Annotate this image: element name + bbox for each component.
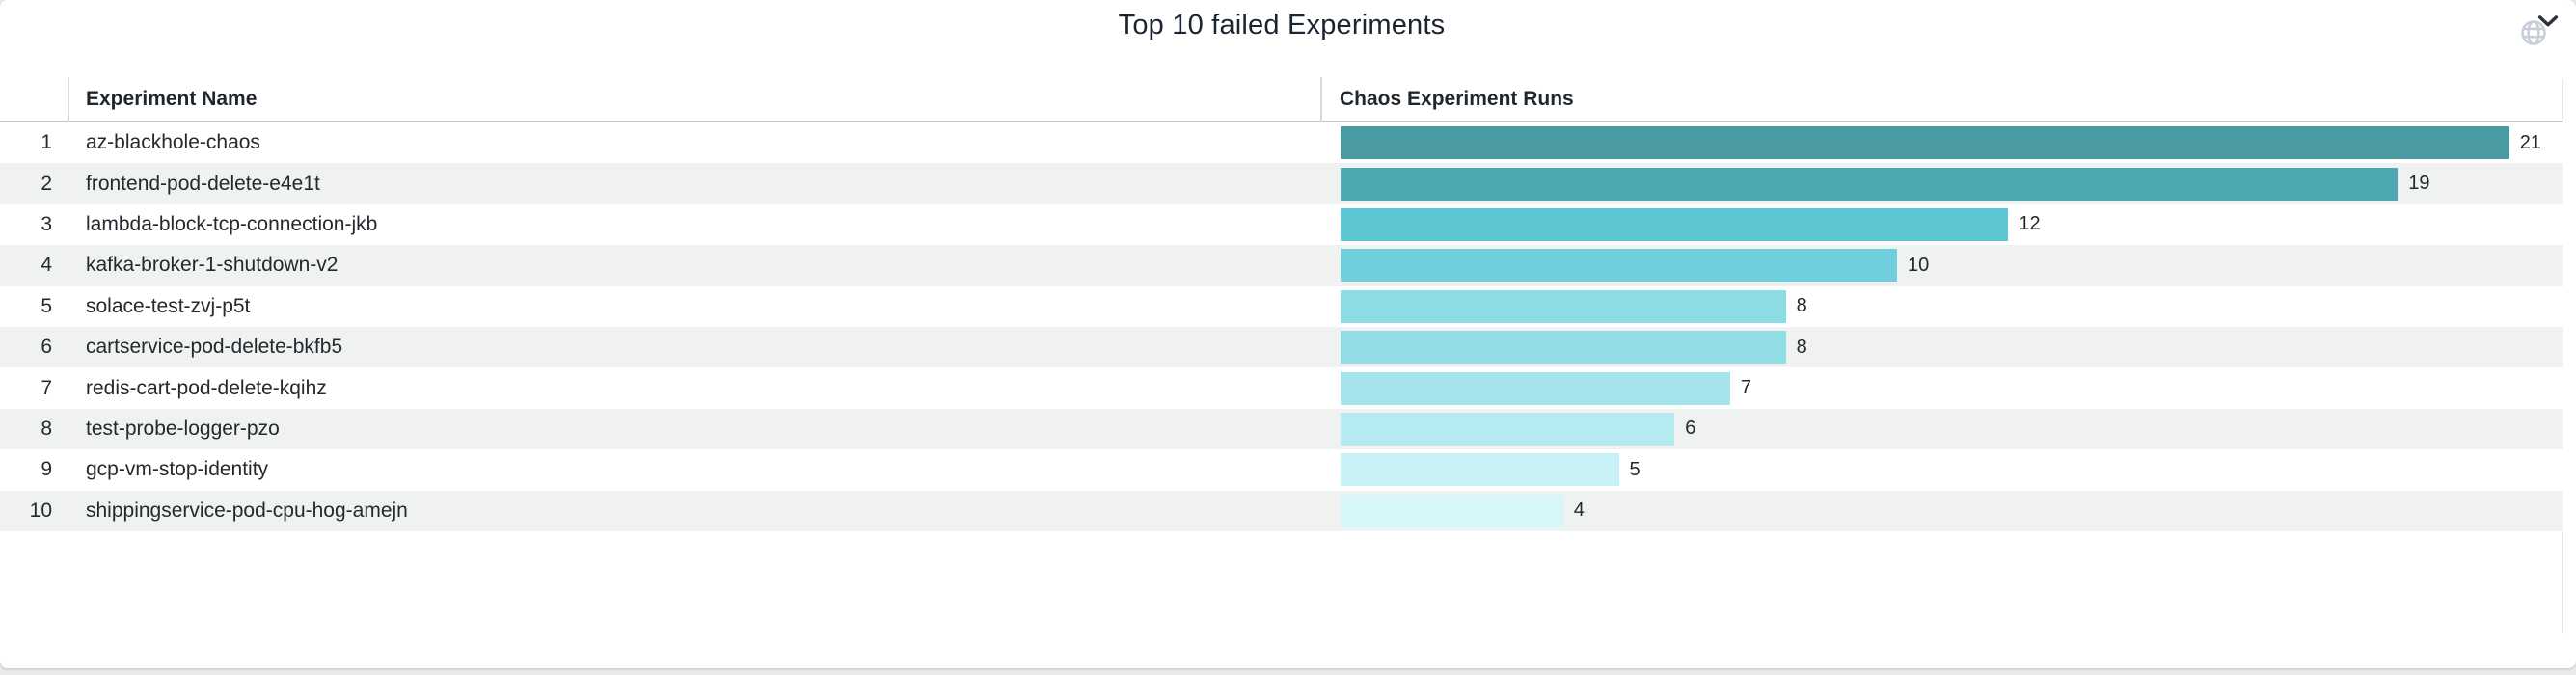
runs-bar <box>1341 331 1786 364</box>
chevron-down-icon[interactable] <box>2537 14 2559 28</box>
table-row: 9 gcp-vm-stop-identity 5 <box>0 449 2563 491</box>
experiment-name-cell: lambda-block-tcp-connection-jkb <box>86 212 378 235</box>
runs-bar-cell: 19 <box>1322 163 2563 203</box>
runs-bar-cell: 8 <box>1322 327 2563 367</box>
row-rank: 6 <box>41 336 52 359</box>
runs-bar <box>1341 167 2399 201</box>
runs-bar <box>1341 289 1786 323</box>
runs-bar-cell: 21 <box>1322 122 2563 163</box>
runs-bar-cell: 10 <box>1322 245 2563 285</box>
page-title: Top 10 failed Experiments <box>1118 10 1446 40</box>
experiment-name-cell: cartservice-pod-delete-bkfb5 <box>86 336 343 359</box>
runs-bar <box>1341 371 1730 405</box>
runs-value-label: 8 <box>1796 336 1807 358</box>
runs-bar-cell: 6 <box>1322 409 2563 449</box>
runs-bar <box>1341 494 1563 527</box>
table-body: 1 az-blackhole-chaos 21 2 frontend-pod-delet… <box>0 122 2563 531</box>
runs-value-label: 4 <box>1573 500 1585 522</box>
table-row: 8 test-probe-logger-pzo 6 <box>0 408 2563 450</box>
runs-bar-cell: 4 <box>1322 491 2563 531</box>
runs-value-label: 5 <box>1629 458 1641 480</box>
runs-bar <box>1341 207 2009 241</box>
row-rank: 8 <box>41 417 52 440</box>
experiment-name-cell: kafka-broker-1-shutdown-v2 <box>86 254 339 277</box>
runs-bar-cell: 12 <box>1322 204 2563 245</box>
row-rank: 10 <box>29 499 52 522</box>
table-header-row: Experiment Name Chaos Experiment Runs <box>0 77 2563 122</box>
table-row: 7 redis-cart-pod-delete-kqihz 7 <box>0 367 2563 409</box>
runs-bar-cell: 7 <box>1322 367 2563 408</box>
row-rank: 3 <box>41 212 52 235</box>
table-row: 1 az-blackhole-chaos 21 <box>0 122 2563 164</box>
experiment-name-cell: frontend-pod-delete-e4e1t <box>86 172 320 195</box>
runs-value-label: 7 <box>1740 377 1752 399</box>
column-header-chaos-experiment-runs[interactable]: Chaos Experiment Runs <box>1340 88 1574 110</box>
column-header-experiment-name[interactable]: Experiment Name <box>86 88 258 110</box>
experiment-name-cell: redis-cart-pod-delete-kqihz <box>86 376 327 399</box>
runs-value-label: 21 <box>2519 131 2541 153</box>
runs-value-label: 10 <box>1908 254 1930 276</box>
row-rank: 5 <box>41 294 52 317</box>
row-rank: 2 <box>41 172 52 195</box>
runs-bar <box>1341 412 1675 446</box>
table-row: 2 frontend-pod-delete-e4e1t 19 <box>0 163 2563 204</box>
experiment-name-cell: solace-test-zvj-p5t <box>86 294 251 317</box>
runs-value-label: 6 <box>1685 418 1696 440</box>
row-rank: 7 <box>41 376 52 399</box>
globe-icon <box>2521 20 2546 45</box>
runs-bar <box>1341 126 2509 160</box>
experiment-name-cell: shippingservice-pod-cpu-hog-amejn <box>86 499 408 522</box>
table-row: 4 kafka-broker-1-shutdown-v2 10 <box>0 245 2563 286</box>
runs-value-label: 12 <box>2019 213 2041 235</box>
table-row: 10 shippingservice-pod-cpu-hog-amejn 4 <box>0 490 2563 531</box>
runs-bar <box>1341 453 1619 487</box>
table-row: 3 lambda-block-tcp-connection-jkb 12 <box>0 203 2563 246</box>
runs-bar-cell: 5 <box>1322 449 2563 490</box>
row-rank: 1 <box>41 131 52 154</box>
row-rank: 9 <box>41 458 52 481</box>
table-row: 5 solace-test-zvj-p5t 8 <box>0 285 2563 327</box>
row-rank: 4 <box>41 254 52 277</box>
experiment-name-cell: az-blackhole-chaos <box>86 131 260 154</box>
runs-bar <box>1341 249 1897 283</box>
runs-value-label: 19 <box>2408 173 2430 195</box>
experiment-name-cell: test-probe-logger-pzo <box>86 417 280 440</box>
runs-bar-cell: 8 <box>1322 286 2563 327</box>
table-row: 6 cartservice-pod-delete-bkfb5 8 <box>0 326 2563 368</box>
experiment-name-cell: gcp-vm-stop-identity <box>86 458 269 481</box>
runs-value-label: 8 <box>1796 295 1807 317</box>
